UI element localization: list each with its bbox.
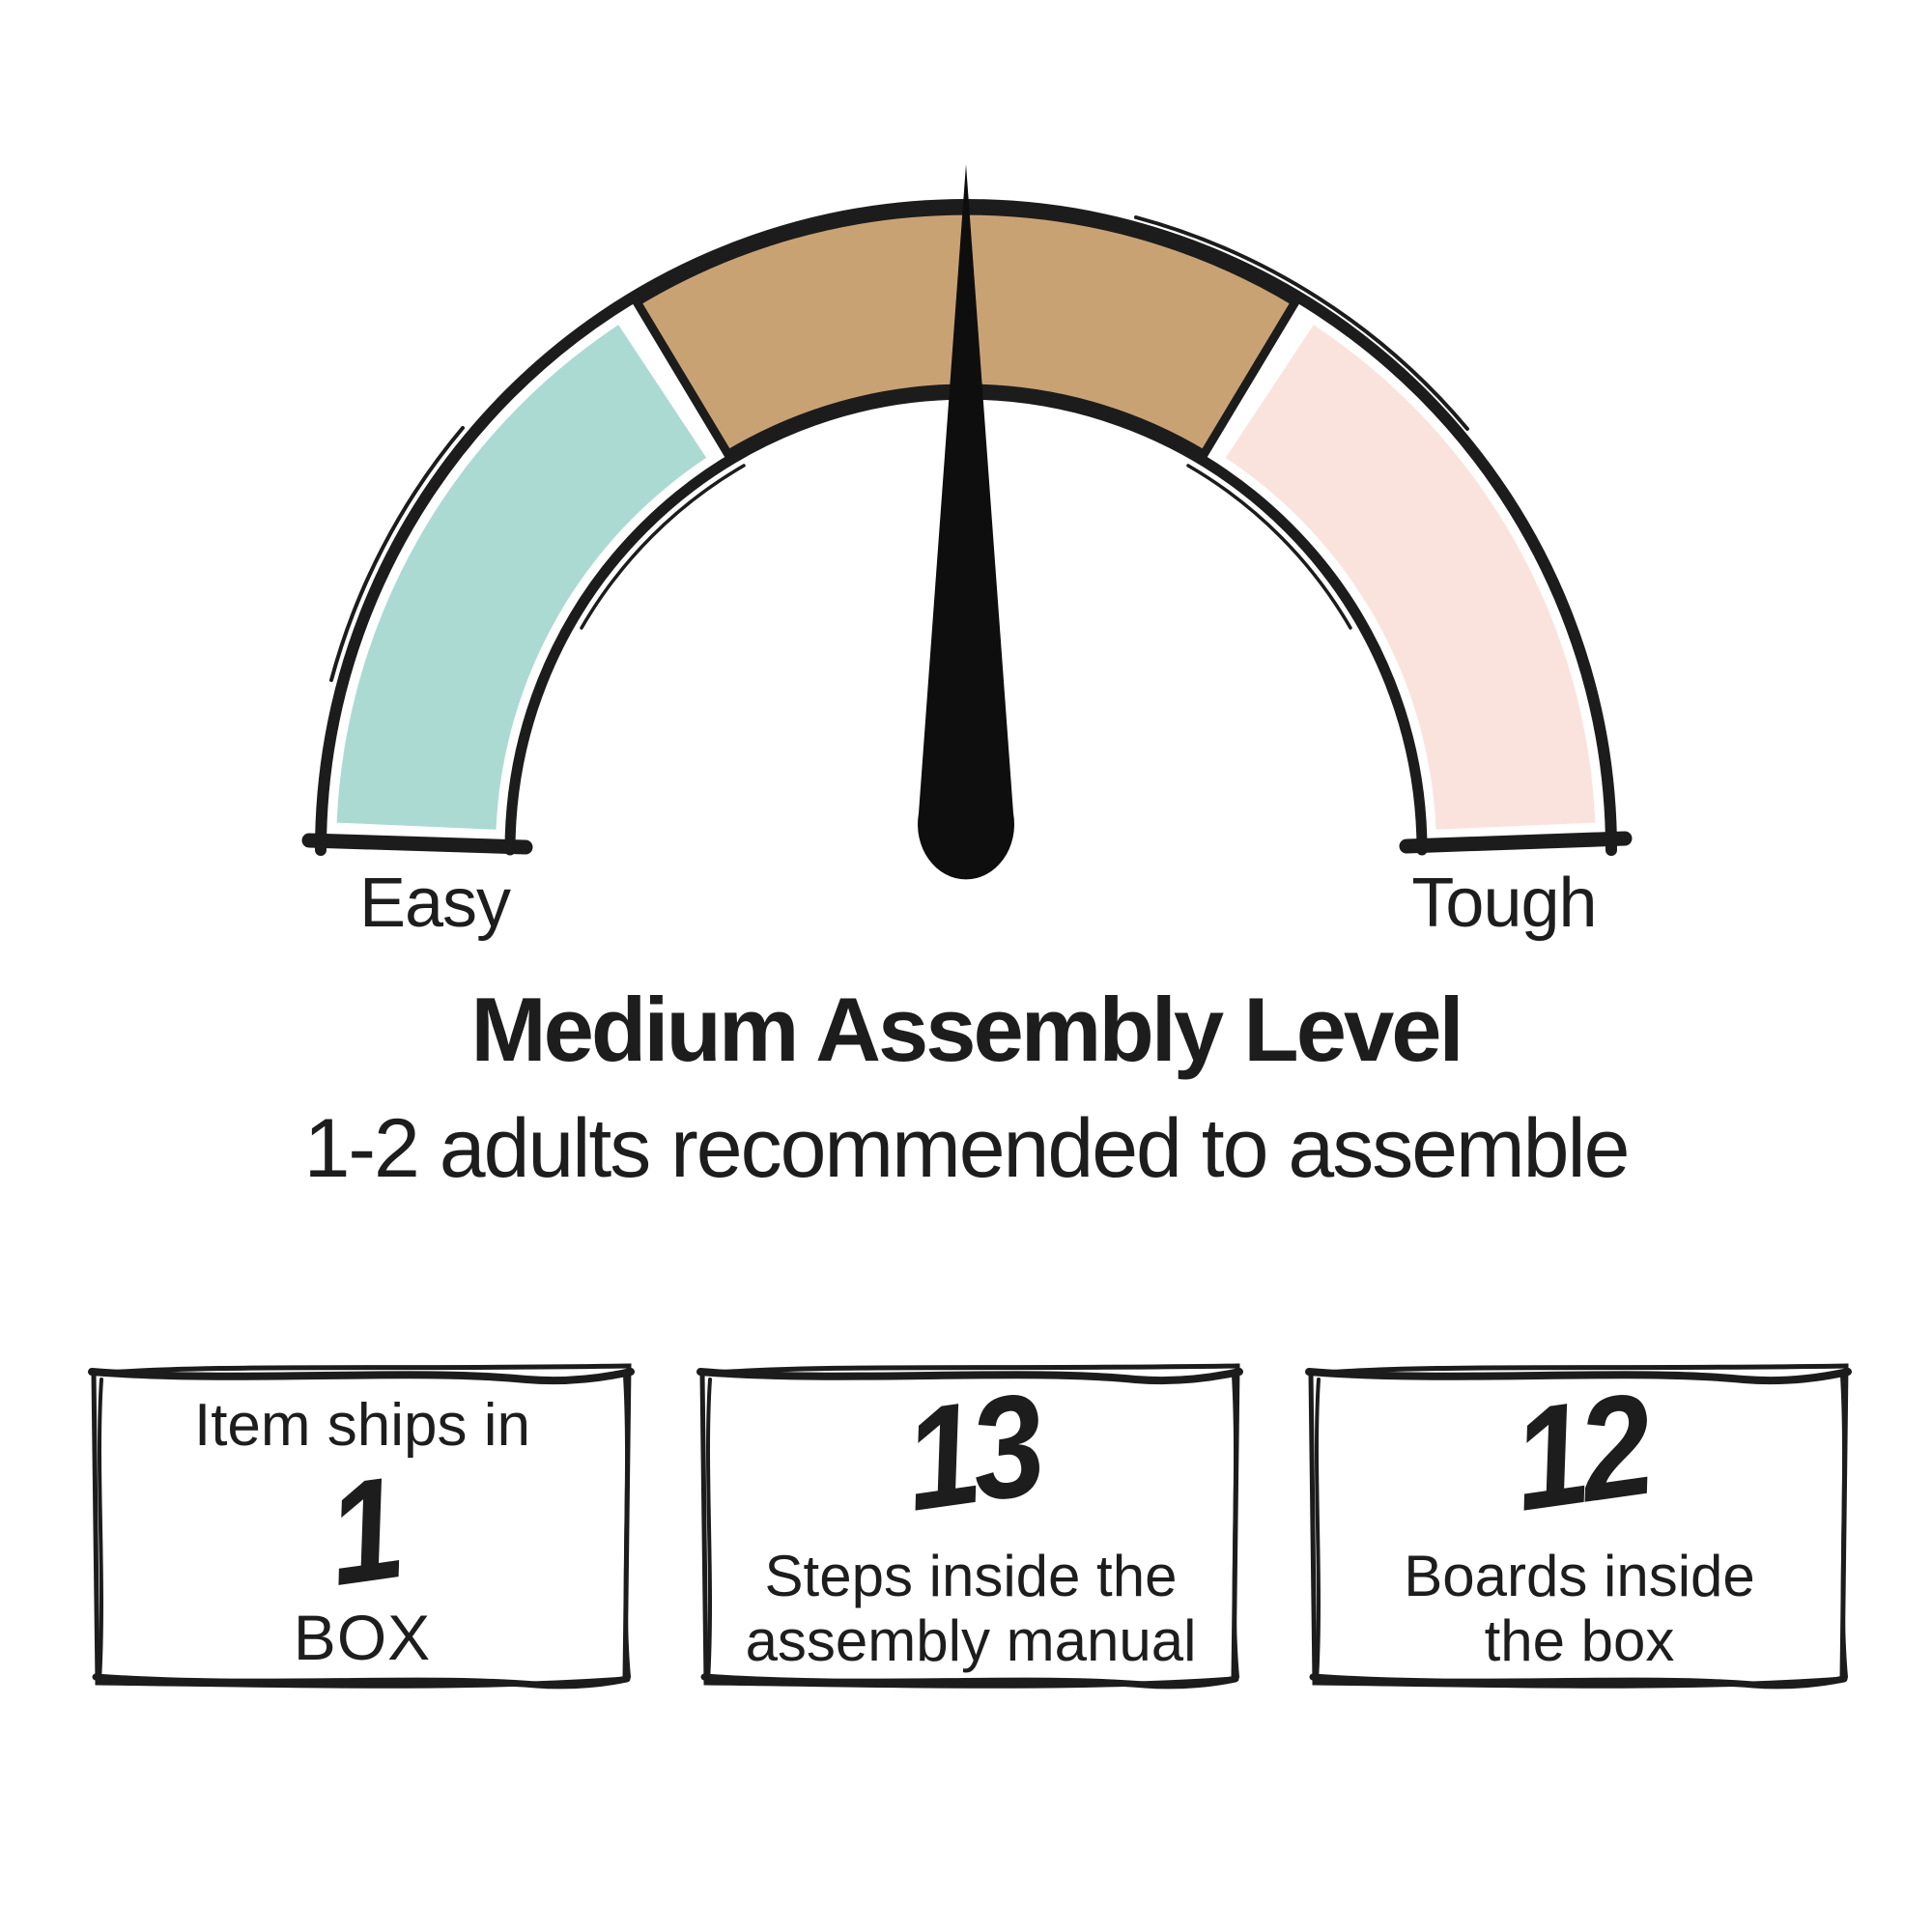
info-box-content: 13 Steps inside the assembly manual	[691, 1350, 1251, 1706]
box-count-number: 1	[318, 1446, 407, 1617]
page-title: Medium Assembly Level	[470, 979, 1463, 1080]
gauge-tough-label: Tough	[1411, 865, 1597, 942]
steps-caption: Steps inside the assembly manual	[745, 1543, 1197, 1673]
ships-in-text: Item ships in	[193, 1392, 531, 1459]
gauge-segment-tough	[1225, 325, 1596, 830]
boards-caption: Boards inside the box	[1404, 1543, 1755, 1673]
sketch-border	[696, 1363, 1243, 1690]
info-box-steps: 13 Steps inside the assembly manual	[691, 1350, 1251, 1706]
sketch-border	[1305, 1363, 1852, 1690]
sketch-border-strokes	[1305, 1363, 1852, 1690]
gauge-segment-easy	[336, 325, 707, 830]
info-box-content: Item ships in 1 BOX	[82, 1350, 642, 1706]
gauge-easy-label: Easy	[358, 865, 511, 942]
difficulty-gauge: Easy Tough	[301, 164, 1633, 942]
info-box-row: Item ships in 1 BOX 13 Steps inside the …	[82, 1350, 1860, 1706]
sketch-border-strokes	[696, 1363, 1243, 1690]
info-box-ships: Item ships in 1 BOX	[82, 1350, 642, 1706]
gauge-sketch-line	[1186, 464, 1352, 630]
gauge-sketch-line	[1134, 215, 1469, 431]
difficulty-gauge-svg	[301, 164, 1633, 880]
sketch-border-strokes	[88, 1363, 635, 1690]
boards-count-number: 12	[1503, 1362, 1656, 1542]
steps-count-number: 13	[895, 1362, 1047, 1542]
gauge-right-end-cap	[1399, 831, 1633, 854]
info-box-boards: 12 Boards inside the box	[1299, 1350, 1860, 1706]
box-word: BOX	[293, 1601, 432, 1673]
info-box-content: 12 Boards inside the box	[1299, 1350, 1860, 1706]
gauge-sketch-line	[580, 464, 746, 630]
gauge-left-end-cap	[301, 833, 533, 855]
sketch-border	[88, 1363, 635, 1690]
gauge-sketch-line	[329, 426, 465, 682]
page-subtitle: 1-2 adults recommended to assemble	[303, 1102, 1631, 1195]
gauge-needle	[917, 164, 1014, 880]
